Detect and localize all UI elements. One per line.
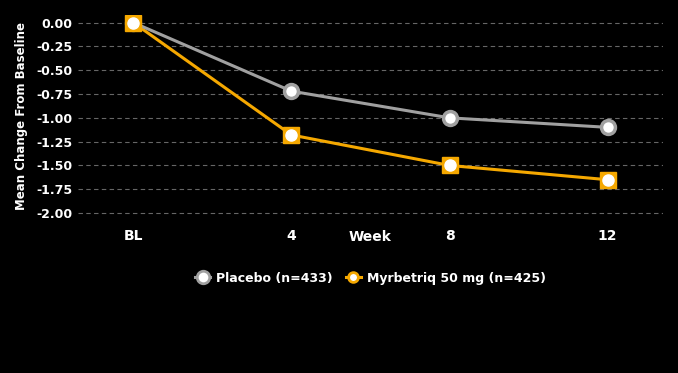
- Legend: Placebo (n=433), Myrbetriq 50 mg (n=425): Placebo (n=433), Myrbetriq 50 mg (n=425): [191, 268, 550, 289]
- Text: Week: Week: [349, 230, 392, 244]
- Y-axis label: Mean Change From Baseline: Mean Change From Baseline: [15, 22, 28, 210]
